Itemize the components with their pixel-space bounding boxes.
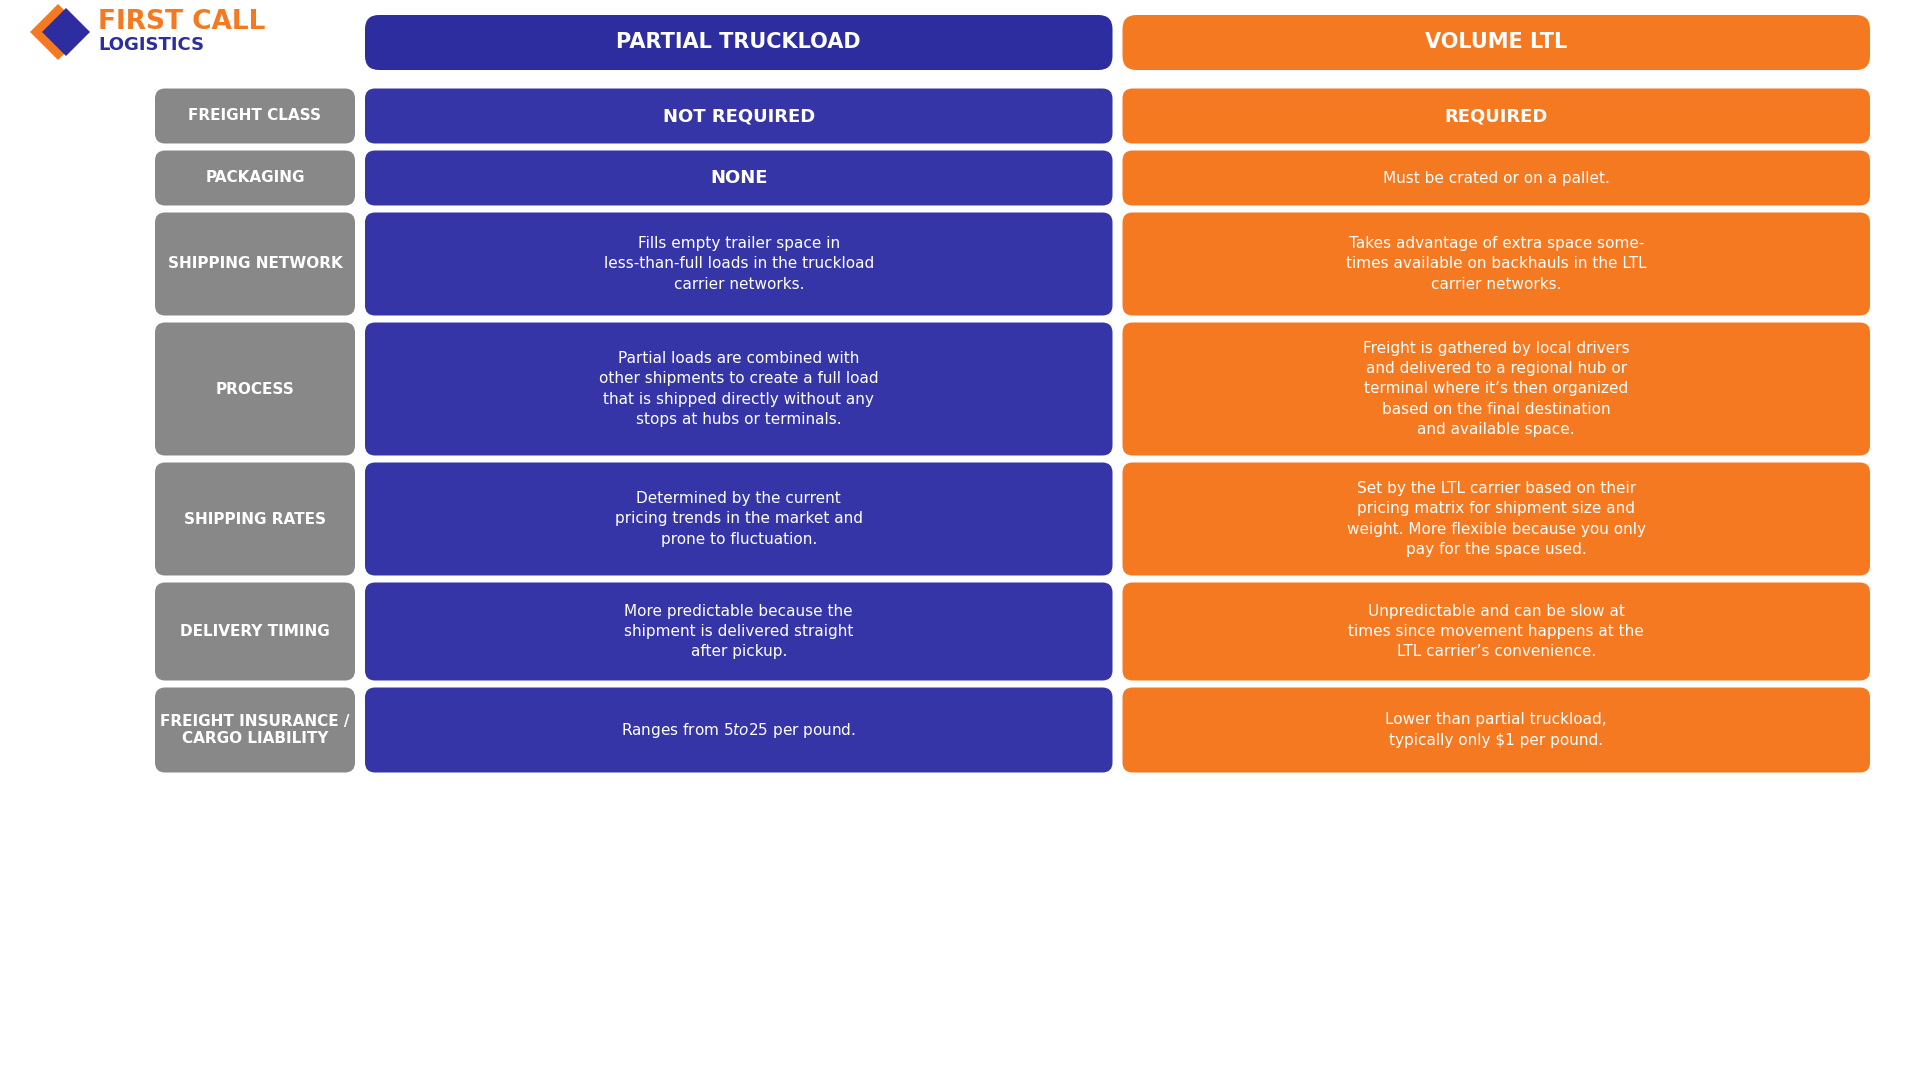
Text: Fills empty trailer space in
less-than-full loads in the truckload
carrier netwo: Fills empty trailer space in less-than-f… bbox=[603, 237, 874, 292]
FancyBboxPatch shape bbox=[156, 582, 355, 680]
FancyBboxPatch shape bbox=[365, 688, 1112, 772]
Text: NOT REQUIRED: NOT REQUIRED bbox=[662, 107, 814, 125]
FancyBboxPatch shape bbox=[1123, 15, 1870, 70]
FancyBboxPatch shape bbox=[156, 150, 355, 205]
Text: PACKAGING: PACKAGING bbox=[205, 171, 305, 186]
FancyBboxPatch shape bbox=[1123, 323, 1870, 456]
FancyBboxPatch shape bbox=[365, 15, 1112, 70]
FancyBboxPatch shape bbox=[1123, 213, 1870, 315]
FancyBboxPatch shape bbox=[156, 462, 355, 576]
Text: Ranges from $5 to $25 per pound.: Ranges from $5 to $25 per pound. bbox=[622, 720, 856, 740]
FancyBboxPatch shape bbox=[156, 323, 355, 456]
Text: FIRST CALL: FIRST CALL bbox=[98, 9, 265, 35]
Text: Lower than partial truckload,
typically only $1 per pound.: Lower than partial truckload, typically … bbox=[1386, 713, 1607, 747]
Text: PARTIAL TRUCKLOAD: PARTIAL TRUCKLOAD bbox=[616, 32, 860, 53]
Text: Unpredictable and can be slow at
times since movement happens at the
LTL carrier: Unpredictable and can be slow at times s… bbox=[1348, 604, 1644, 660]
Text: FREIGHT INSURANCE /
CARGO LIABILITY: FREIGHT INSURANCE / CARGO LIABILITY bbox=[159, 714, 349, 746]
Text: SHIPPING RATES: SHIPPING RATES bbox=[184, 512, 326, 526]
Text: More predictable because the
shipment is delivered straight
after pickup.: More predictable because the shipment is… bbox=[624, 604, 852, 660]
Text: DELIVERY TIMING: DELIVERY TIMING bbox=[180, 624, 330, 639]
Text: PROCESS: PROCESS bbox=[215, 381, 294, 396]
FancyBboxPatch shape bbox=[365, 150, 1112, 205]
Polygon shape bbox=[31, 4, 86, 60]
FancyBboxPatch shape bbox=[365, 323, 1112, 456]
Text: Takes advantage of extra space some-
times available on backhauls in the LTL
car: Takes advantage of extra space some- tim… bbox=[1346, 237, 1647, 292]
FancyBboxPatch shape bbox=[156, 89, 355, 144]
FancyBboxPatch shape bbox=[1123, 89, 1870, 144]
FancyBboxPatch shape bbox=[156, 688, 355, 772]
FancyBboxPatch shape bbox=[156, 213, 355, 315]
FancyBboxPatch shape bbox=[1123, 150, 1870, 205]
FancyBboxPatch shape bbox=[365, 213, 1112, 315]
FancyBboxPatch shape bbox=[365, 89, 1112, 144]
Text: Must be crated or on a pallet.: Must be crated or on a pallet. bbox=[1382, 171, 1609, 186]
FancyBboxPatch shape bbox=[1123, 462, 1870, 576]
Text: Determined by the current
pricing trends in the market and
prone to fluctuation.: Determined by the current pricing trends… bbox=[614, 491, 862, 546]
FancyBboxPatch shape bbox=[1123, 688, 1870, 772]
Text: Freight is gathered by local drivers
and delivered to a regional hub or
terminal: Freight is gathered by local drivers and… bbox=[1363, 340, 1630, 437]
FancyBboxPatch shape bbox=[1123, 582, 1870, 680]
FancyBboxPatch shape bbox=[365, 462, 1112, 576]
Text: Partial loads are combined with
other shipments to create a full load
that is sh: Partial loads are combined with other sh… bbox=[599, 351, 879, 427]
Text: NONE: NONE bbox=[710, 168, 768, 187]
FancyBboxPatch shape bbox=[365, 582, 1112, 680]
Text: FREIGHT CLASS: FREIGHT CLASS bbox=[188, 108, 321, 123]
Text: VOLUME LTL: VOLUME LTL bbox=[1425, 32, 1567, 53]
Text: Set by the LTL carrier based on their
pricing matrix for shipment size and
weigh: Set by the LTL carrier based on their pr… bbox=[1346, 481, 1645, 557]
Text: REQUIRED: REQUIRED bbox=[1444, 107, 1548, 125]
Text: LOGISTICS: LOGISTICS bbox=[98, 36, 204, 54]
Polygon shape bbox=[42, 8, 90, 56]
Text: SHIPPING NETWORK: SHIPPING NETWORK bbox=[167, 256, 342, 271]
